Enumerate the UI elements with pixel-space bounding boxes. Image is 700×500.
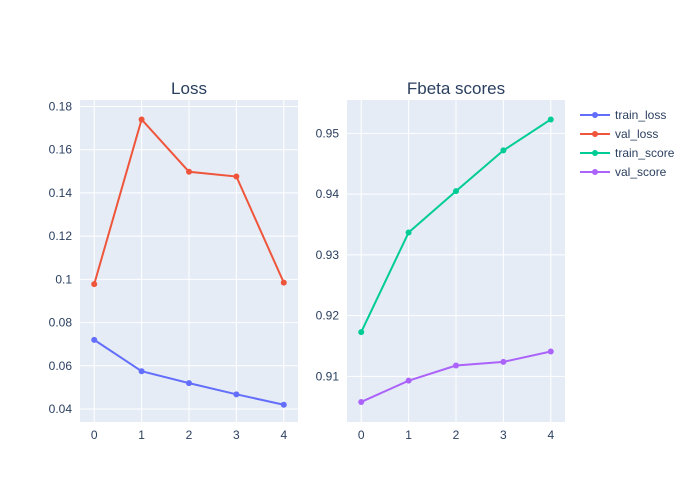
data-point-val-loss[interactable]	[91, 281, 98, 288]
x-tick-label: 0	[91, 428, 98, 442]
x-tick-label: 0	[358, 428, 365, 442]
x-tick-label: 2	[186, 428, 193, 442]
y-tick-label: 0.16	[49, 143, 73, 157]
loss-y-ticks: 0.04 0.06 0.08 0.1 0.12 0.14 0.16 0.18	[49, 99, 73, 416]
y-tick-label: 0.93	[316, 248, 340, 262]
data-point-val-score[interactable]	[453, 362, 459, 369]
x-tick-label: 1	[405, 428, 412, 442]
data-point-val-loss[interactable]	[233, 173, 240, 180]
fbeta-grid	[347, 100, 565, 422]
x-tick-label: 2	[453, 428, 460, 442]
legend-train-score-label: train_score	[615, 146, 675, 160]
legend-item-val-loss[interactable]: val_loss	[580, 127, 658, 141]
legend-val-loss-label: val_loss	[615, 127, 658, 141]
legend-train-loss-label: train_loss	[615, 108, 666, 122]
data-point-val-loss[interactable]	[280, 279, 287, 286]
legend: train_loss val_loss train_score val_scor…	[580, 108, 675, 179]
fbeta-title: Fbeta scores	[407, 79, 505, 98]
fbeta-series	[358, 116, 554, 405]
legend-train-score-marker	[592, 150, 598, 156]
legend-item-val-score[interactable]: val_score	[580, 165, 667, 179]
data-point-train-score[interactable]	[547, 116, 554, 123]
y-tick-label: 0.04	[49, 402, 73, 416]
fbeta-subplot: 0.91 0.92 0.93 0.94 0.95 0 1 2 3 4 Fbeta scores	[316, 79, 565, 442]
data-point-train-loss[interactable]	[233, 391, 240, 398]
fbeta-y-ticks: 0.91 0.92 0.93 0.94 0.95	[316, 126, 340, 383]
y-tick-label: 0.06	[49, 359, 73, 373]
x-tick-label: 3	[500, 428, 507, 442]
x-tick-label: 3	[233, 428, 240, 442]
data-point-train-loss[interactable]	[138, 368, 145, 375]
loss-subplot: 0.04 0.06 0.08 0.1 0.12 0.14 0.16 0.18 0 1 2 3 4 Lo…	[49, 79, 298, 442]
loss-series	[91, 116, 287, 408]
y-tick-label: 0.18	[49, 99, 73, 113]
fbeta-x-ticks: 0 1 2 3 4	[358, 428, 555, 442]
y-tick-label: 0.91	[316, 369, 340, 383]
data-point-train-score[interactable]	[500, 147, 507, 154]
legend-item-train-score[interactable]: train_score	[580, 146, 675, 160]
data-point-train-score[interactable]	[453, 188, 459, 195]
y-tick-label: 0.1	[55, 272, 72, 286]
legend-train-loss-marker	[592, 112, 598, 118]
data-point-val-loss[interactable]	[138, 116, 145, 123]
y-tick-label: 0.92	[316, 309, 340, 323]
data-point-val-score[interactable]	[547, 348, 554, 355]
legend-val-score-label: val_score	[615, 165, 667, 179]
data-point-train-score[interactable]	[405, 229, 412, 236]
x-tick-label: 1	[138, 428, 145, 442]
data-point-val-loss[interactable]	[186, 168, 192, 175]
y-tick-label: 0.08	[49, 316, 73, 330]
data-point-train-score[interactable]	[358, 329, 365, 336]
x-tick-label: 4	[280, 428, 287, 442]
y-tick-label: 0.94	[316, 187, 340, 201]
data-point-train-loss[interactable]	[91, 336, 98, 343]
legend-val-score-marker	[592, 169, 598, 175]
loss-x-ticks: 0 1 2 3 4	[91, 428, 288, 442]
data-point-train-loss[interactable]	[280, 401, 287, 408]
legend-val-loss-marker	[592, 131, 598, 137]
x-tick-label: 4	[547, 428, 554, 442]
y-tick-label: 0.12	[49, 229, 73, 243]
y-tick-label: 0.95	[316, 126, 340, 140]
y-tick-label: 0.14	[49, 186, 73, 200]
data-point-val-score[interactable]	[500, 358, 507, 365]
data-point-train-loss[interactable]	[186, 380, 192, 387]
loss-title: Loss	[171, 79, 207, 98]
legend-item-train-loss[interactable]: train_loss	[580, 108, 666, 122]
data-point-val-score[interactable]	[405, 377, 412, 384]
data-point-val-score[interactable]	[358, 398, 365, 405]
